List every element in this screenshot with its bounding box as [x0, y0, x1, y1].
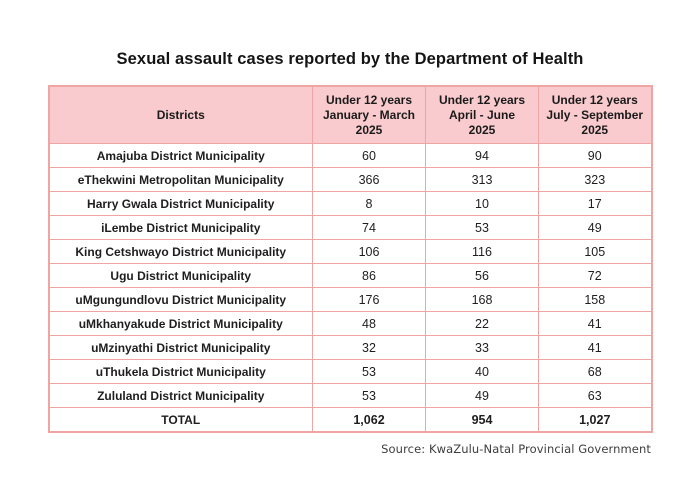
- case-count: 176: [312, 287, 426, 312]
- case-count: 56: [425, 263, 539, 288]
- total-row: TOTAL 1,062 954 1,027: [48, 407, 652, 433]
- case-count: 86: [312, 263, 426, 288]
- case-count: 22: [425, 311, 539, 336]
- case-count: 48: [312, 311, 426, 336]
- case-count: 74: [312, 215, 426, 240]
- header-districts: Districts: [48, 85, 313, 144]
- total-q1: 1,062: [312, 407, 426, 433]
- header-q2-apr-jun: Under 12 years April - June 2025: [425, 85, 539, 144]
- total-q3: 1,027: [538, 407, 652, 433]
- district-name: Zululand District Municipality: [48, 383, 313, 408]
- table-row: uMkhanyakude District Municipality 48 22 41: [48, 311, 652, 336]
- source-attribution: Source: KwaZulu-Natal Provincial Governm…: [381, 442, 651, 456]
- district-name: uThukela District Municipality: [48, 359, 313, 384]
- table-row: iLembe District Municipality 74 53 49: [48, 215, 652, 240]
- case-count: 40: [425, 359, 539, 384]
- case-count: 17: [538, 191, 652, 216]
- table-row: Amajuba District Municipality 60 94 90: [48, 143, 652, 168]
- case-count: 313: [425, 167, 539, 192]
- case-count: 106: [312, 239, 426, 264]
- case-count: 60: [312, 143, 426, 168]
- case-count: 41: [538, 335, 652, 360]
- total-label: TOTAL: [48, 407, 313, 433]
- table-row: uMzinyathi District Municipality 32 33 41: [48, 335, 652, 360]
- case-count: 41: [538, 311, 652, 336]
- case-count: 53: [425, 215, 539, 240]
- case-count: 72: [538, 263, 652, 288]
- table-row: uMgungundlovu District Municipality 176 16…: [48, 287, 652, 312]
- case-count: 53: [312, 359, 426, 384]
- case-count: 116: [425, 239, 539, 264]
- district-name: Harry Gwala District Municipality: [48, 191, 313, 216]
- district-name: Amajuba District Municipality: [48, 143, 313, 168]
- table-header: Districts Under 12 years January - March…: [48, 85, 652, 144]
- case-count: 10: [425, 191, 539, 216]
- case-count: 49: [425, 383, 539, 408]
- case-count: 53: [312, 383, 426, 408]
- case-count: 94: [425, 143, 539, 168]
- case-count: 323: [538, 167, 652, 192]
- district-name: uMgungundlovu District Municipality: [48, 287, 313, 312]
- case-count: 8: [312, 191, 426, 216]
- table-row: King Cetshwayo District Municipality 106 1…: [48, 239, 652, 264]
- header-row: Districts Under 12 years January - March…: [48, 85, 652, 144]
- district-name: eThekwini Metropolitan Municipality: [48, 167, 313, 192]
- case-count: 90: [538, 143, 652, 168]
- case-count: 68: [538, 359, 652, 384]
- case-count: 366: [312, 167, 426, 192]
- case-count: 63: [538, 383, 652, 408]
- case-count: 32: [312, 335, 426, 360]
- header-q1-jan-mar: Under 12 years January - March 2025: [312, 85, 426, 144]
- district-name: uMzinyathi District Municipality: [48, 335, 313, 360]
- table-body: Amajuba District Municipality 60 94 90 eThek…: [48, 143, 652, 408]
- case-count: 158: [538, 287, 652, 312]
- district-name: iLembe District Municipality: [48, 215, 313, 240]
- case-count: 49: [538, 215, 652, 240]
- district-name: uMkhanyakude District Municipality: [48, 311, 313, 336]
- district-name: King Cetshwayo District Municipality: [48, 239, 313, 264]
- table-row: eThekwini Metropolitan Municipality 366 31…: [48, 167, 652, 192]
- page-title: Sexual assault cases reported by the Dep…: [116, 50, 584, 68]
- case-count: 168: [425, 287, 539, 312]
- cases-table: Districts Under 12 years January - March…: [47, 85, 653, 433]
- table-row: uThukela District Municipality 53 40 68: [48, 359, 652, 384]
- header-q3-jul-sep: Under 12 years July - September 2025: [538, 85, 652, 144]
- case-count: 33: [425, 335, 539, 360]
- total-q2: 954: [425, 407, 539, 433]
- district-name: Ugu District Municipality: [48, 263, 313, 288]
- table-row: Zululand District Municipality 53 49 63: [48, 383, 652, 408]
- table-footer: TOTAL 1,062 954 1,027: [48, 407, 652, 433]
- table-row: Ugu District Municipality 86 56 72: [48, 263, 652, 288]
- case-count: 105: [538, 239, 652, 264]
- table-row: Harry Gwala District Municipality 8 10 17: [48, 191, 652, 216]
